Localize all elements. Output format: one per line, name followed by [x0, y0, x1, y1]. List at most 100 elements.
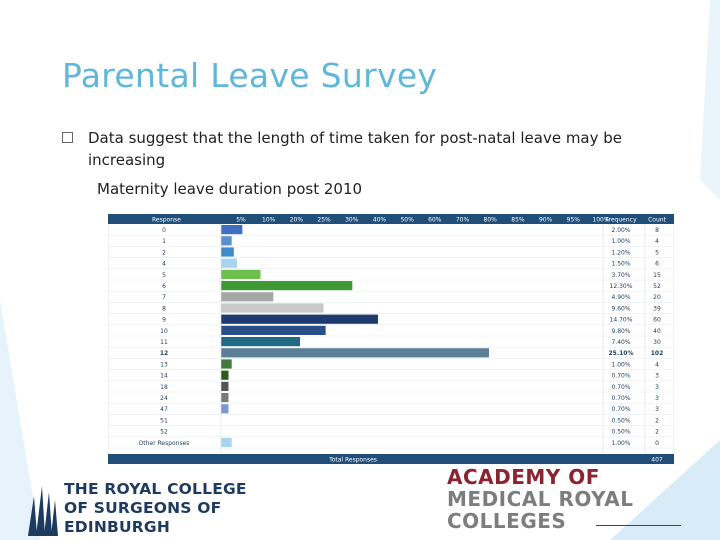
row-count-8: 60 — [653, 317, 661, 324]
header-tick-2: 20% — [290, 217, 304, 224]
header-tick-10: 85% — [511, 217, 525, 224]
row-count-1: 4 — [655, 238, 659, 245]
corner-decoration-top — [700, 0, 720, 200]
row-frequency-1: 1.00% — [611, 238, 630, 245]
row-response-3: 4 — [162, 261, 166, 268]
row-frequency-6: 4.90% — [611, 294, 630, 301]
row-count-9: 40 — [653, 328, 661, 335]
chart-header-bar — [108, 214, 674, 224]
bar-5 — [221, 281, 353, 291]
row-count-18: 2 — [655, 429, 659, 436]
row-frequency-7: 9.60% — [611, 305, 630, 312]
row-response-2: 2 — [162, 249, 166, 256]
bar-10 — [221, 337, 301, 347]
amrc-line-3: COLLEGES — [447, 509, 567, 533]
row-response-6: 7 — [162, 294, 166, 301]
header-tick-1: 10% — [262, 217, 276, 224]
maternity-leave-chart: Response 5% 10% 20% 25% 30% 40% 50% 60% 70% 80% 85%… — [108, 214, 674, 464]
amrc-line-1: ACADEMY OF — [447, 465, 600, 489]
row-frequency-12: 1.00% — [611, 361, 630, 368]
row-frequency-4: 3.70% — [611, 272, 630, 279]
row-count-4: 15 — [653, 272, 661, 279]
amrc-wordmark: ACADEMY OF MEDICAL ROYAL COLLEGES — [447, 466, 633, 532]
row-frequency-16: 0.70% — [611, 406, 630, 413]
row-response-12: 13 — [160, 361, 168, 368]
bar-11 — [221, 348, 489, 358]
chart-footer-bar — [108, 454, 674, 464]
header-tick-7: 60% — [428, 217, 442, 224]
row-frequency-3: 1.50% — [611, 261, 630, 268]
header-tick-11: 90% — [539, 217, 553, 224]
row-response-13: 14 — [160, 373, 168, 380]
row-response-5: 6 — [162, 283, 166, 290]
row-response-14: 18 — [160, 384, 168, 391]
row-response-0: 0 — [162, 227, 166, 234]
bar-13 — [221, 370, 229, 380]
row-frequency-2: 1.20% — [611, 249, 630, 256]
row-response-4: 5 — [162, 272, 166, 279]
bar-8 — [221, 314, 378, 324]
row-count-17: 2 — [655, 417, 659, 424]
header-frequency: Frequency — [606, 217, 637, 224]
header-tick-12: 95% — [567, 217, 581, 224]
bar-14 — [221, 381, 229, 391]
rcs-line-1: THE ROYAL COLLEGE — [64, 480, 247, 498]
row-count-15: 3 — [655, 395, 659, 402]
row-frequency-8: 14.70% — [610, 317, 633, 324]
row-frequency-5: 12.30% — [610, 283, 633, 290]
bar-18 — [220, 426, 227, 437]
chart-frame — [108, 214, 674, 464]
bar-7 — [221, 303, 324, 313]
row-count-0: 8 — [655, 227, 659, 234]
row-count-2: 5 — [655, 249, 659, 256]
row-frequency-9: 9.80% — [611, 328, 630, 335]
row-count-10: 30 — [653, 339, 661, 346]
slide-title: Parental Leave Survey — [62, 56, 438, 95]
bullet-marker — [62, 132, 73, 143]
header-tick-13: 100% — [592, 217, 609, 224]
row-response-11: 12 — [160, 350, 168, 357]
row-frequency-11: 25.10% — [609, 350, 634, 357]
row-frequency-14: 0.70% — [611, 384, 630, 391]
header-tick-0: 5% — [236, 217, 246, 224]
bar-9 — [221, 325, 326, 335]
bar-6 — [221, 292, 274, 302]
row-response-7: 8 — [162, 305, 166, 312]
row-count-11: 102 — [651, 350, 664, 357]
bar-19 — [221, 437, 232, 447]
rcs-edinburgh-wordmark: THE ROYAL COLLEGE OF SURGEONS OF EDINBUR… — [64, 480, 247, 537]
header-tick-3: 25% — [317, 217, 331, 224]
bar-2 — [221, 247, 234, 257]
row-count-14: 3 — [655, 384, 659, 391]
row-count-13: 3 — [655, 373, 659, 380]
row-frequency-10: 7.40% — [611, 339, 630, 346]
bar-1 — [221, 236, 232, 246]
header-response: Response — [152, 217, 181, 224]
bar-3 — [221, 258, 238, 268]
row-count-7: 39 — [653, 305, 661, 312]
bullet-text: Data suggest that the length of time tak… — [88, 129, 623, 169]
rcs-line-2: OF SURGEONS OF — [64, 499, 222, 517]
bar-16 — [221, 404, 229, 414]
row-count-6: 20 — [653, 294, 661, 301]
row-count-16: 3 — [655, 406, 659, 413]
row-count-12: 4 — [655, 361, 659, 368]
chart-heading: Maternity leave duration post 2010 — [97, 180, 363, 198]
amrc-underline — [596, 525, 681, 526]
row-frequency-15: 0.70% — [611, 395, 630, 402]
bar-4 — [221, 269, 261, 279]
footer-total-label: Total Responses — [328, 457, 377, 464]
row-response-8: 9 — [162, 317, 166, 324]
row-frequency-18: 0.50% — [611, 429, 630, 436]
bar-12 — [221, 359, 232, 369]
header-tick-6: 50% — [400, 217, 414, 224]
row-frequency-17: 0.50% — [611, 417, 630, 424]
bar-0 — [221, 225, 243, 235]
row-count-5: 52 — [653, 283, 661, 290]
header-tick-5: 40% — [373, 217, 387, 224]
row-response-18: 52 — [160, 429, 168, 436]
row-response-16: 47 — [160, 406, 168, 413]
footer-total: 407 — [651, 457, 663, 464]
rcs-edinburgh-logo — [28, 486, 58, 536]
amrc-line-2: MEDICAL ROYAL — [447, 487, 634, 511]
